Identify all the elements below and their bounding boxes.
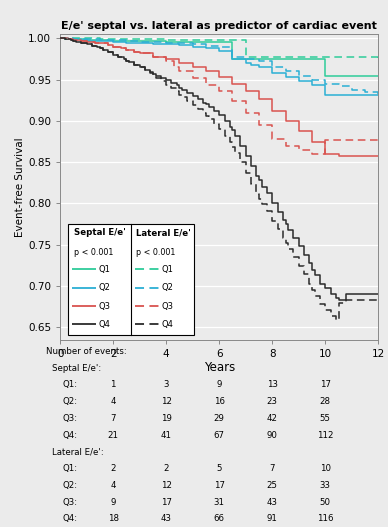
Text: 67: 67 bbox=[214, 431, 225, 440]
Text: Q1:: Q1: bbox=[63, 380, 78, 389]
Text: 9: 9 bbox=[111, 497, 116, 506]
Text: Q4: Q4 bbox=[161, 320, 173, 329]
Text: Q3: Q3 bbox=[161, 301, 173, 310]
Text: Q3:: Q3: bbox=[63, 414, 78, 423]
Text: 29: 29 bbox=[214, 414, 225, 423]
Bar bbox=[68, 223, 194, 335]
Text: 43: 43 bbox=[161, 514, 172, 523]
Text: 91: 91 bbox=[267, 514, 278, 523]
Text: Q3: Q3 bbox=[98, 301, 110, 310]
Text: p < 0.001: p < 0.001 bbox=[73, 248, 113, 257]
Text: p < 0.001: p < 0.001 bbox=[136, 248, 176, 257]
Text: 25: 25 bbox=[267, 481, 278, 490]
Text: 42: 42 bbox=[267, 414, 278, 423]
Text: 10: 10 bbox=[320, 464, 331, 473]
Text: 7: 7 bbox=[270, 464, 275, 473]
Text: Septal E/e':: Septal E/e': bbox=[52, 364, 101, 373]
Text: Q2: Q2 bbox=[161, 283, 173, 292]
Text: Q3:: Q3: bbox=[63, 497, 78, 506]
Text: Lateral E/e': Lateral E/e' bbox=[136, 228, 191, 237]
Text: 23: 23 bbox=[267, 397, 278, 406]
Text: Q2:: Q2: bbox=[63, 481, 78, 490]
Text: 2: 2 bbox=[111, 464, 116, 473]
Text: 66: 66 bbox=[214, 514, 225, 523]
Text: 19: 19 bbox=[161, 414, 171, 423]
Text: 55: 55 bbox=[320, 414, 331, 423]
Text: 1: 1 bbox=[111, 380, 116, 389]
Text: Q1: Q1 bbox=[161, 265, 173, 274]
Text: 2: 2 bbox=[163, 464, 169, 473]
Text: Q2: Q2 bbox=[98, 283, 110, 292]
Text: 43: 43 bbox=[267, 497, 278, 506]
Text: 90: 90 bbox=[267, 431, 278, 440]
Text: 28: 28 bbox=[320, 397, 331, 406]
Text: 13: 13 bbox=[267, 380, 278, 389]
Text: 9: 9 bbox=[217, 380, 222, 389]
Text: Number of events:: Number of events: bbox=[45, 347, 126, 356]
Text: 4: 4 bbox=[111, 397, 116, 406]
Text: 17: 17 bbox=[161, 497, 172, 506]
Text: 41: 41 bbox=[161, 431, 172, 440]
Title: E/e' septal vs. lateral as predictor of cardiac event: E/e' septal vs. lateral as predictor of … bbox=[61, 21, 377, 31]
Text: Septal E/e': Septal E/e' bbox=[73, 228, 125, 237]
Text: 18: 18 bbox=[107, 514, 119, 523]
Text: 3: 3 bbox=[163, 380, 169, 389]
Y-axis label: Event-free Survival: Event-free Survival bbox=[15, 137, 25, 237]
Text: Lateral E/e':: Lateral E/e': bbox=[52, 447, 104, 456]
X-axis label: Years: Years bbox=[204, 362, 235, 375]
Text: 50: 50 bbox=[320, 497, 331, 506]
Text: 4: 4 bbox=[111, 481, 116, 490]
Text: 116: 116 bbox=[317, 514, 334, 523]
Text: 21: 21 bbox=[107, 431, 119, 440]
Text: 17: 17 bbox=[320, 380, 331, 389]
Text: 16: 16 bbox=[214, 397, 225, 406]
Text: 12: 12 bbox=[161, 481, 172, 490]
Text: Q4:: Q4: bbox=[63, 431, 78, 440]
Text: Q4:: Q4: bbox=[63, 514, 78, 523]
Text: 17: 17 bbox=[214, 481, 225, 490]
Text: 112: 112 bbox=[317, 431, 334, 440]
Text: 5: 5 bbox=[217, 464, 222, 473]
Text: Q2:: Q2: bbox=[63, 397, 78, 406]
Text: 7: 7 bbox=[111, 414, 116, 423]
Text: 31: 31 bbox=[214, 497, 225, 506]
Text: 33: 33 bbox=[320, 481, 331, 490]
Text: Q1: Q1 bbox=[98, 265, 110, 274]
Text: Q4: Q4 bbox=[98, 320, 110, 329]
Text: 12: 12 bbox=[161, 397, 172, 406]
Text: Q1:: Q1: bbox=[63, 464, 78, 473]
